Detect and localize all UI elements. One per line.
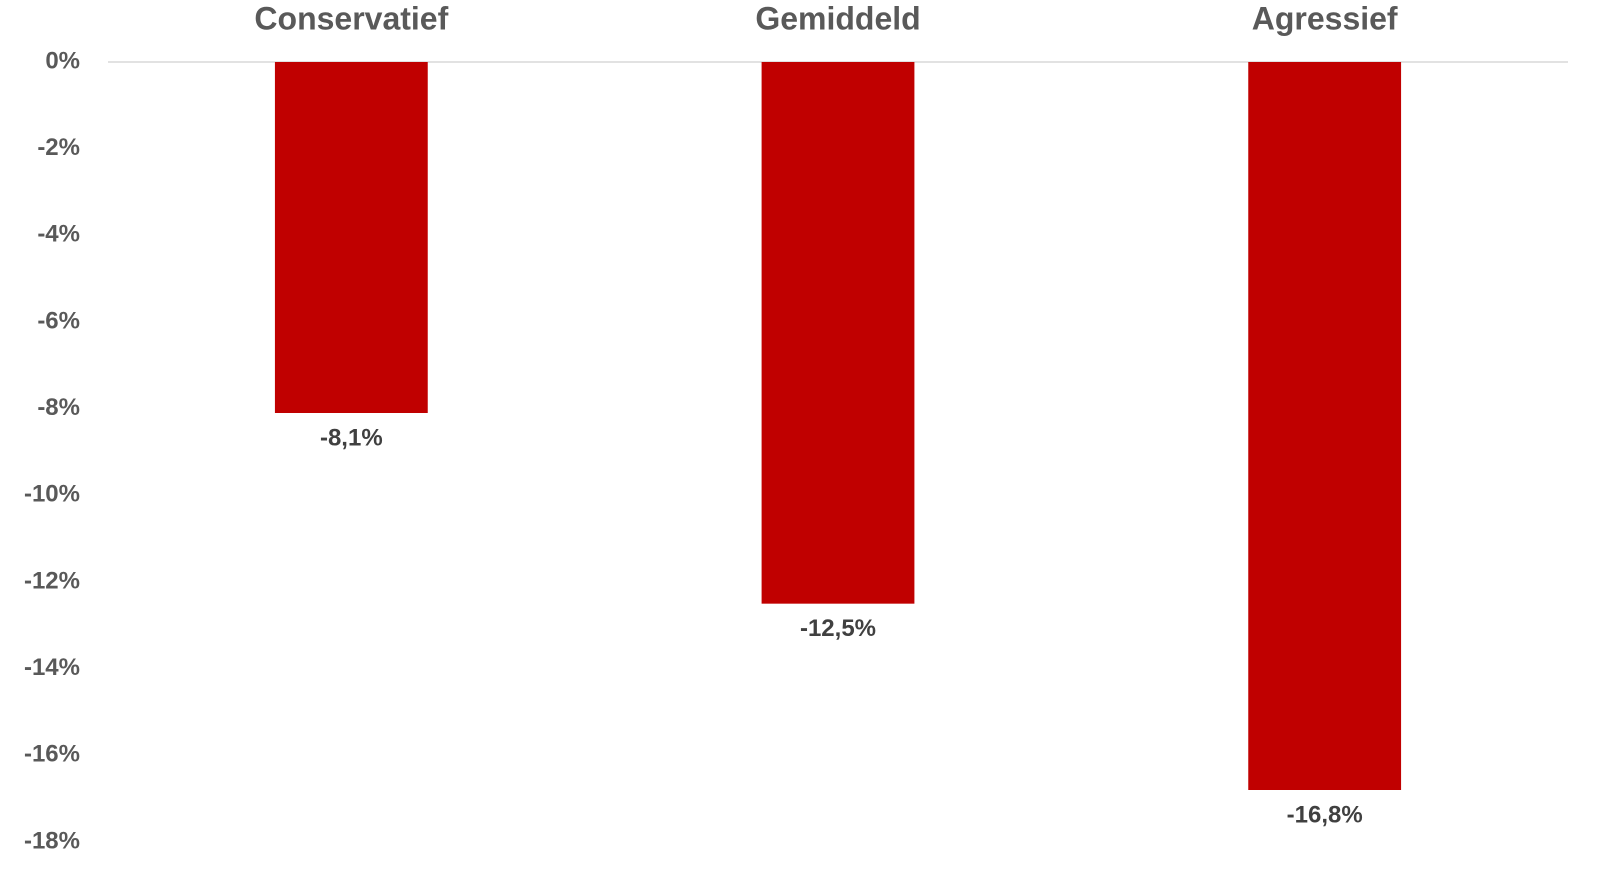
bar [1248, 62, 1402, 790]
data-label: -8,1% [320, 424, 383, 451]
x-tick-label: Conservatief [254, 0, 448, 36]
y-tick-label: -2% [37, 134, 80, 161]
y-tick-label: -6% [37, 307, 80, 334]
x-tick-label: Agressief [1252, 0, 1398, 36]
x-tick-label: Gemiddeld [755, 0, 920, 36]
y-tick-label: -10% [24, 481, 80, 508]
data-label: -12,5% [800, 615, 876, 642]
y-tick-label: 0% [45, 47, 80, 74]
y-tick-label: -14% [24, 654, 80, 681]
y-tick-label: -4% [37, 221, 80, 248]
y-tick-label: -18% [24, 827, 80, 854]
y-tick-label: -16% [24, 741, 80, 768]
y-tick-label: -12% [24, 567, 80, 594]
bar [274, 62, 428, 413]
bar [761, 62, 915, 604]
data-label: -16,8% [1287, 801, 1363, 828]
y-tick-label: -8% [37, 394, 80, 421]
